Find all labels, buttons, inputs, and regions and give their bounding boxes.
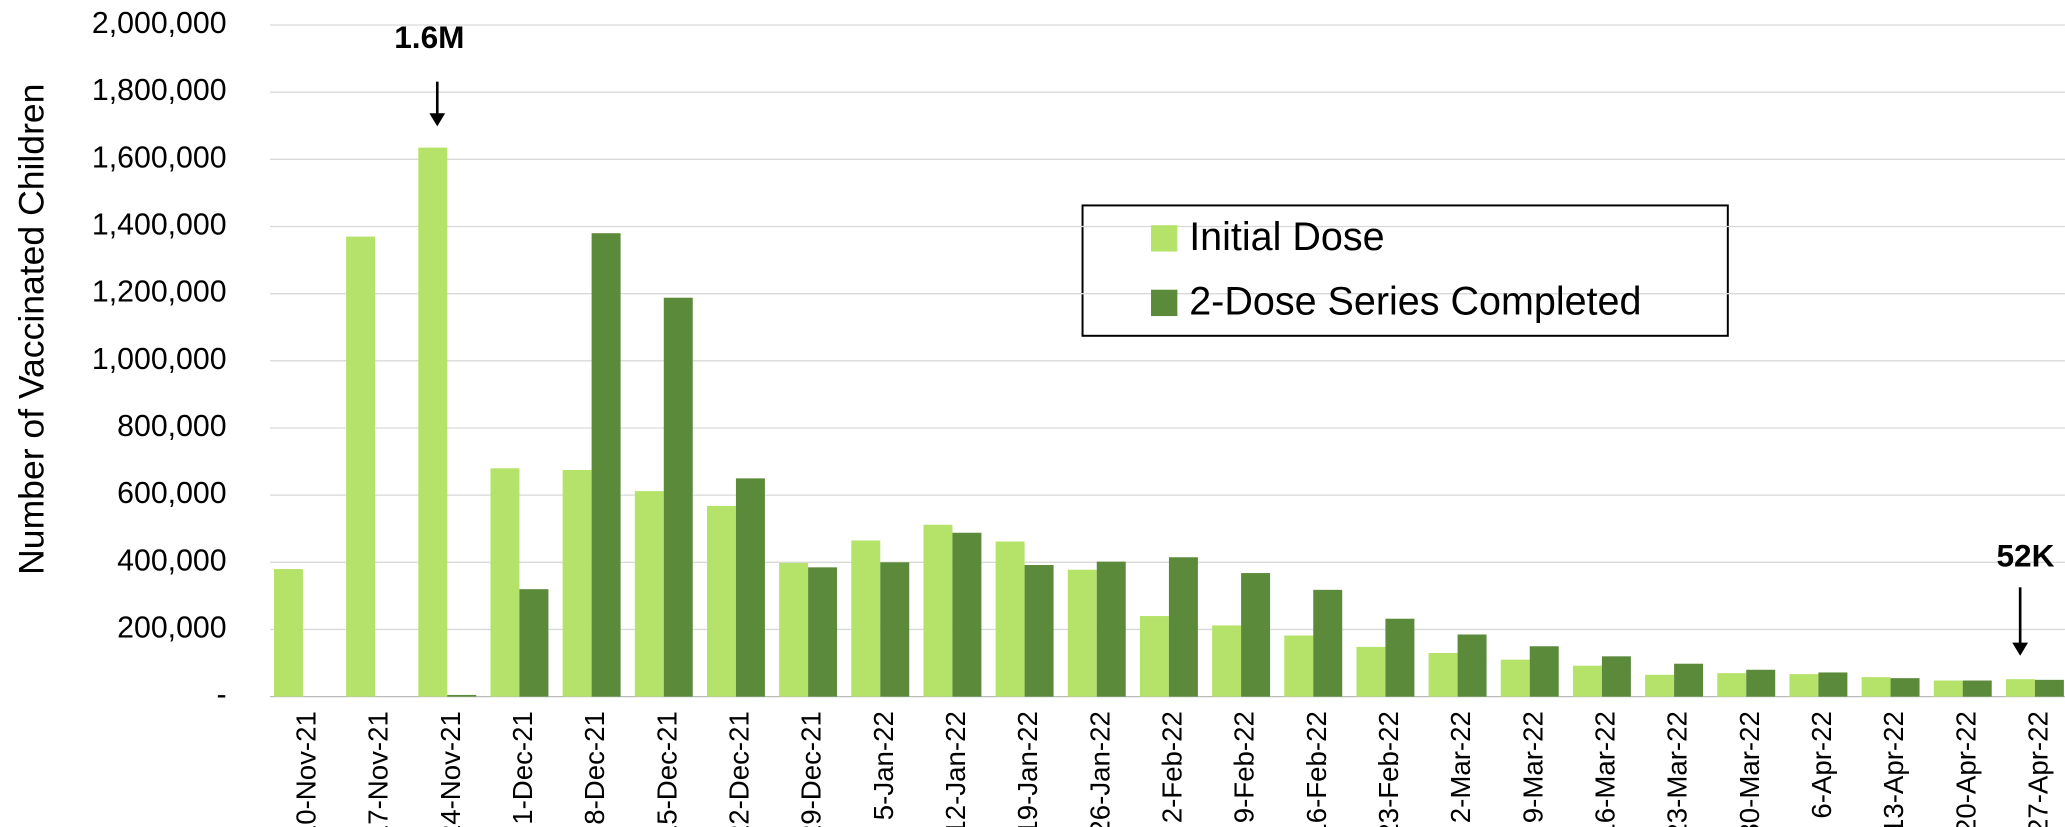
x-tick-label: 9-Mar-22 xyxy=(1517,711,1548,823)
y-tick-label: 800,000 xyxy=(117,410,226,443)
y-tick-label: 2,000,000 xyxy=(92,7,227,40)
bar xyxy=(1139,616,1169,697)
bar xyxy=(634,491,664,697)
bar xyxy=(1717,673,1747,697)
x-tick-label: 24-Nov-21 xyxy=(435,711,466,827)
bar xyxy=(273,569,303,697)
x-tick-label: 1-Dec-21 xyxy=(507,711,538,825)
x-tick-label: 19-Jan-22 xyxy=(1012,711,1043,827)
y-tick-label: 400,000 xyxy=(117,544,226,577)
y-tick-label: 1,000,000 xyxy=(92,343,227,376)
bar xyxy=(2005,679,2035,697)
legend-label: 2-Dose Series Completed xyxy=(1189,280,1641,324)
y-tick-label: 200,000 xyxy=(117,611,226,644)
legend-label: Initial Dose xyxy=(1189,215,1384,259)
bar xyxy=(1241,573,1271,697)
x-tick-label: 17-Nov-21 xyxy=(363,711,394,827)
bar xyxy=(1385,618,1415,697)
legend-swatch xyxy=(1151,225,1178,252)
bar xyxy=(1212,625,1242,697)
x-tick-label: 10-Nov-21 xyxy=(291,711,322,827)
bar xyxy=(1313,589,1343,697)
x-tick-label: 5-Jan-22 xyxy=(868,711,899,820)
bar xyxy=(706,505,736,697)
bar xyxy=(418,147,448,697)
y-tick-label: 1,600,000 xyxy=(92,141,227,174)
bar xyxy=(851,540,881,697)
y-axis-label: Number of Vaccinated Children xyxy=(12,84,52,575)
bar xyxy=(562,469,592,697)
bar xyxy=(1067,569,1097,697)
annotation-arrowhead xyxy=(2012,642,2029,656)
x-tick-label: 16-Feb-22 xyxy=(1301,711,1332,827)
y-tick-label: 1,800,000 xyxy=(92,74,227,107)
bar xyxy=(1572,665,1602,697)
annotation: 1.6M xyxy=(394,19,464,55)
x-tick-label: 15-Dec-21 xyxy=(651,711,682,827)
y-tick-label: - xyxy=(216,679,226,712)
bar xyxy=(1168,557,1198,697)
x-tick-label: 29-Dec-21 xyxy=(796,711,827,827)
x-tick-label: 13-Apr-22 xyxy=(1878,711,1909,827)
bar xyxy=(1818,672,1848,697)
bar xyxy=(1601,656,1631,697)
bar xyxy=(1746,669,1776,697)
bar xyxy=(1933,680,1963,697)
x-tick-label: 22-Dec-21 xyxy=(724,711,755,827)
bar xyxy=(1890,678,1920,697)
bar xyxy=(808,567,838,697)
bar xyxy=(346,236,376,697)
bar xyxy=(952,532,982,697)
bar xyxy=(447,694,477,697)
bar xyxy=(1861,677,1891,697)
x-tick-label: 16-Mar-22 xyxy=(1589,711,1620,827)
annotation: 52K xyxy=(1996,538,2054,574)
x-tick-label: 9-Feb-22 xyxy=(1229,711,1260,823)
bar xyxy=(519,589,549,697)
bar xyxy=(923,524,953,697)
bar xyxy=(1457,634,1487,697)
bar xyxy=(1356,646,1386,697)
bar xyxy=(1096,561,1126,697)
bar xyxy=(880,562,910,697)
bar xyxy=(1789,674,1819,697)
x-tick-label: 8-Dec-21 xyxy=(579,711,610,825)
y-tick-label: 600,000 xyxy=(117,477,226,510)
bar xyxy=(779,562,809,697)
legend-swatch xyxy=(1151,289,1178,317)
bar xyxy=(1674,663,1704,697)
x-tick-label: 2-Mar-22 xyxy=(1445,711,1476,823)
bar xyxy=(1024,564,1054,697)
bar xyxy=(1500,659,1530,697)
bar xyxy=(1284,635,1314,697)
bar xyxy=(1529,646,1559,697)
bar xyxy=(735,478,765,697)
x-tick-label: 23-Mar-22 xyxy=(1662,711,1693,827)
y-tick-label: 1,200,000 xyxy=(92,276,227,309)
bar xyxy=(1962,680,1992,697)
x-tick-label: 23-Feb-22 xyxy=(1373,711,1404,827)
x-tick-label: 26-Jan-22 xyxy=(1084,711,1115,827)
bar xyxy=(663,297,693,697)
bar xyxy=(1645,674,1675,697)
bar xyxy=(2034,679,2064,697)
y-tick-label: 1,400,000 xyxy=(92,209,227,242)
bar xyxy=(1428,652,1458,697)
x-tick-label: 2-Feb-22 xyxy=(1156,711,1187,823)
x-tick-label: 6-Apr-22 xyxy=(1806,711,1837,819)
bar xyxy=(490,468,520,697)
bar xyxy=(591,233,621,697)
x-tick-label: 27-Apr-22 xyxy=(2022,711,2053,827)
bar xyxy=(995,541,1025,697)
x-tick-label: 20-Apr-22 xyxy=(1950,711,1981,827)
x-tick-label: 30-Mar-22 xyxy=(1734,711,1765,827)
x-tick-label: 12-Jan-22 xyxy=(940,711,971,827)
annotation-arrowhead xyxy=(429,113,446,127)
